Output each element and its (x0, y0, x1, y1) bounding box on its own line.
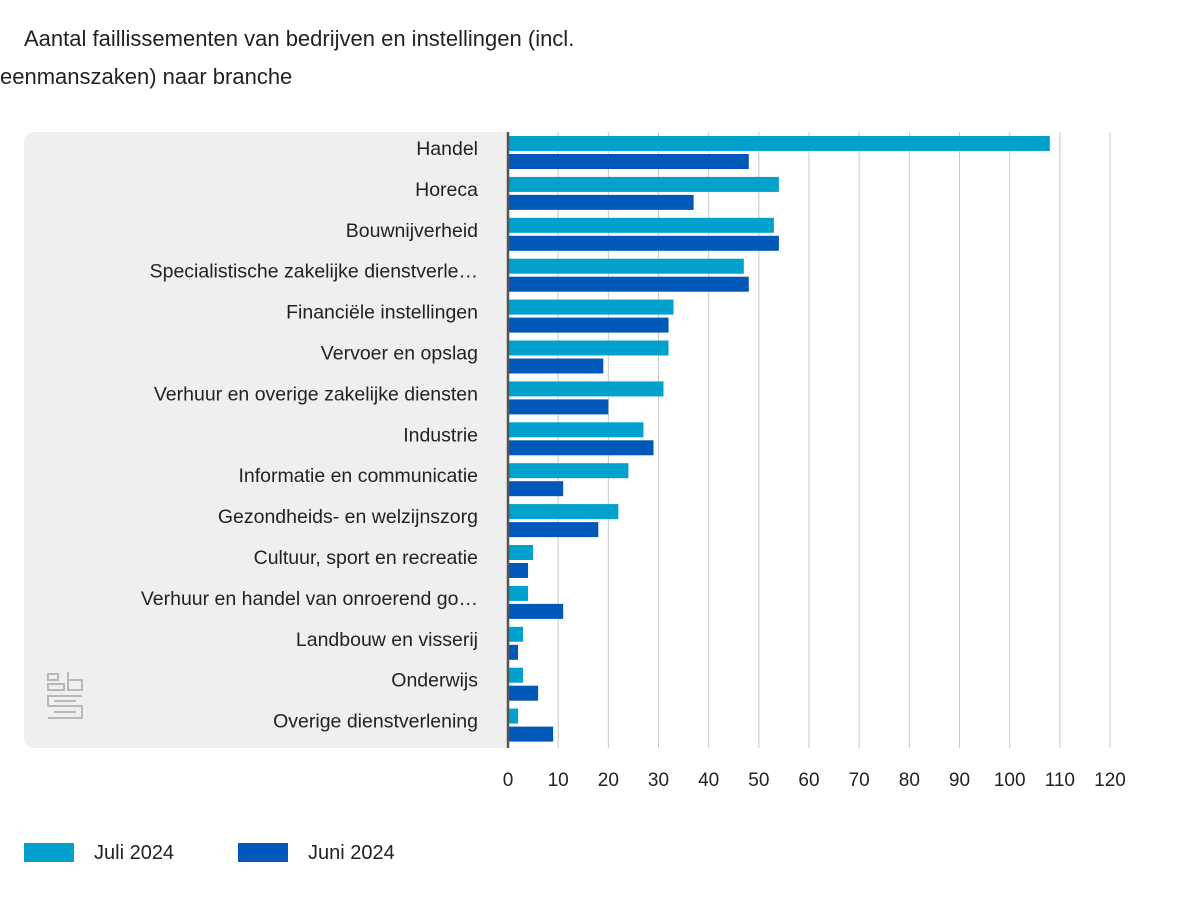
bar-juni-2024 (508, 194, 694, 210)
bar-juni-2024 (508, 481, 564, 497)
x-tick-label: 30 (648, 770, 669, 791)
legend-swatch-juli-2024 (24, 843, 74, 862)
category-label-panel (24, 132, 508, 748)
bar-juli-2024 (508, 258, 744, 274)
bar-juni-2024 (508, 358, 604, 374)
bar-juni-2024 (508, 235, 779, 251)
bar-juni-2024 (508, 644, 519, 660)
bar-juni-2024 (508, 685, 539, 701)
bar-juli-2024 (508, 340, 669, 356)
legend-label-juli-2024: Juli 2024 (94, 842, 175, 864)
bar-juli-2024 (508, 136, 1050, 151)
bar-juni-2024 (508, 399, 609, 415)
bar-juli-2024 (508, 381, 664, 397)
x-tick-label: 100 (994, 770, 1026, 791)
bar-juli-2024 (508, 504, 619, 520)
category-label: Specialistische zakelijke dienstverle… (150, 261, 478, 283)
category-label: Financiële instellingen (286, 302, 478, 324)
bar-juli-2024 (508, 299, 674, 315)
bar-juni-2024 (508, 440, 654, 456)
bar-juli-2024 (508, 463, 629, 479)
category-label: Industrie (403, 424, 478, 446)
category-label: Onderwijs (391, 670, 478, 692)
bar-juli-2024 (508, 422, 644, 438)
bar-juni-2024 (508, 726, 554, 742)
category-label: Gezondheids- en welzijnszorg (218, 506, 478, 528)
bar-juli-2024 (508, 585, 529, 601)
x-tick-label: 110 (1045, 770, 1075, 791)
category-label: Landbouw en visserij (296, 629, 478, 651)
bar-juni-2024 (508, 603, 564, 619)
x-tick-label: 90 (949, 770, 970, 791)
category-label: Horeca (415, 179, 478, 201)
bar-juli-2024 (508, 626, 524, 642)
bar-juli-2024 (508, 667, 524, 683)
bar-juni-2024 (508, 522, 599, 538)
x-tick-label: 20 (598, 770, 619, 791)
category-label: Cultuur, sport en recreatie (254, 547, 478, 569)
x-tick-label: 70 (849, 770, 870, 791)
x-tick-label: 40 (698, 770, 719, 791)
bar-juli-2024 (508, 545, 534, 560)
legend-swatch-juni-2024 (238, 843, 288, 862)
category-label: Verhuur en handel van onroerend go… (141, 588, 478, 610)
bar-juli-2024 (508, 708, 519, 724)
bar-juni-2024 (508, 276, 749, 292)
cbs-logo-icon (47, 672, 83, 719)
x-tick-label: 50 (748, 770, 769, 791)
category-label: Handel (416, 138, 478, 160)
x-tick-label: 60 (798, 770, 819, 791)
chart-title: Aantal faillissementen van bedrijven en … (0, 26, 575, 89)
category-label: Overige dienstverlening (273, 711, 478, 733)
category-label: Verhuur en overige zakelijke diensten (154, 383, 478, 405)
x-tick-label: 10 (548, 770, 569, 791)
bar-juli-2024 (508, 176, 779, 192)
category-label: Informatie en communicatie (238, 465, 478, 487)
x-tick-label: 0 (503, 770, 514, 791)
legend-label-juni-2024: Juni 2024 (308, 842, 395, 864)
bar-juni-2024 (508, 317, 669, 333)
bar-juni-2024 (508, 154, 749, 169)
x-tick-label: 120 (1094, 770, 1126, 791)
bar-juli-2024 (508, 217, 774, 233)
x-tick-label: 80 (899, 770, 920, 791)
bar-juni-2024 (508, 563, 529, 578)
category-label: Bouwnijverheid (346, 220, 478, 242)
category-label: Vervoer en opslag (321, 343, 478, 365)
